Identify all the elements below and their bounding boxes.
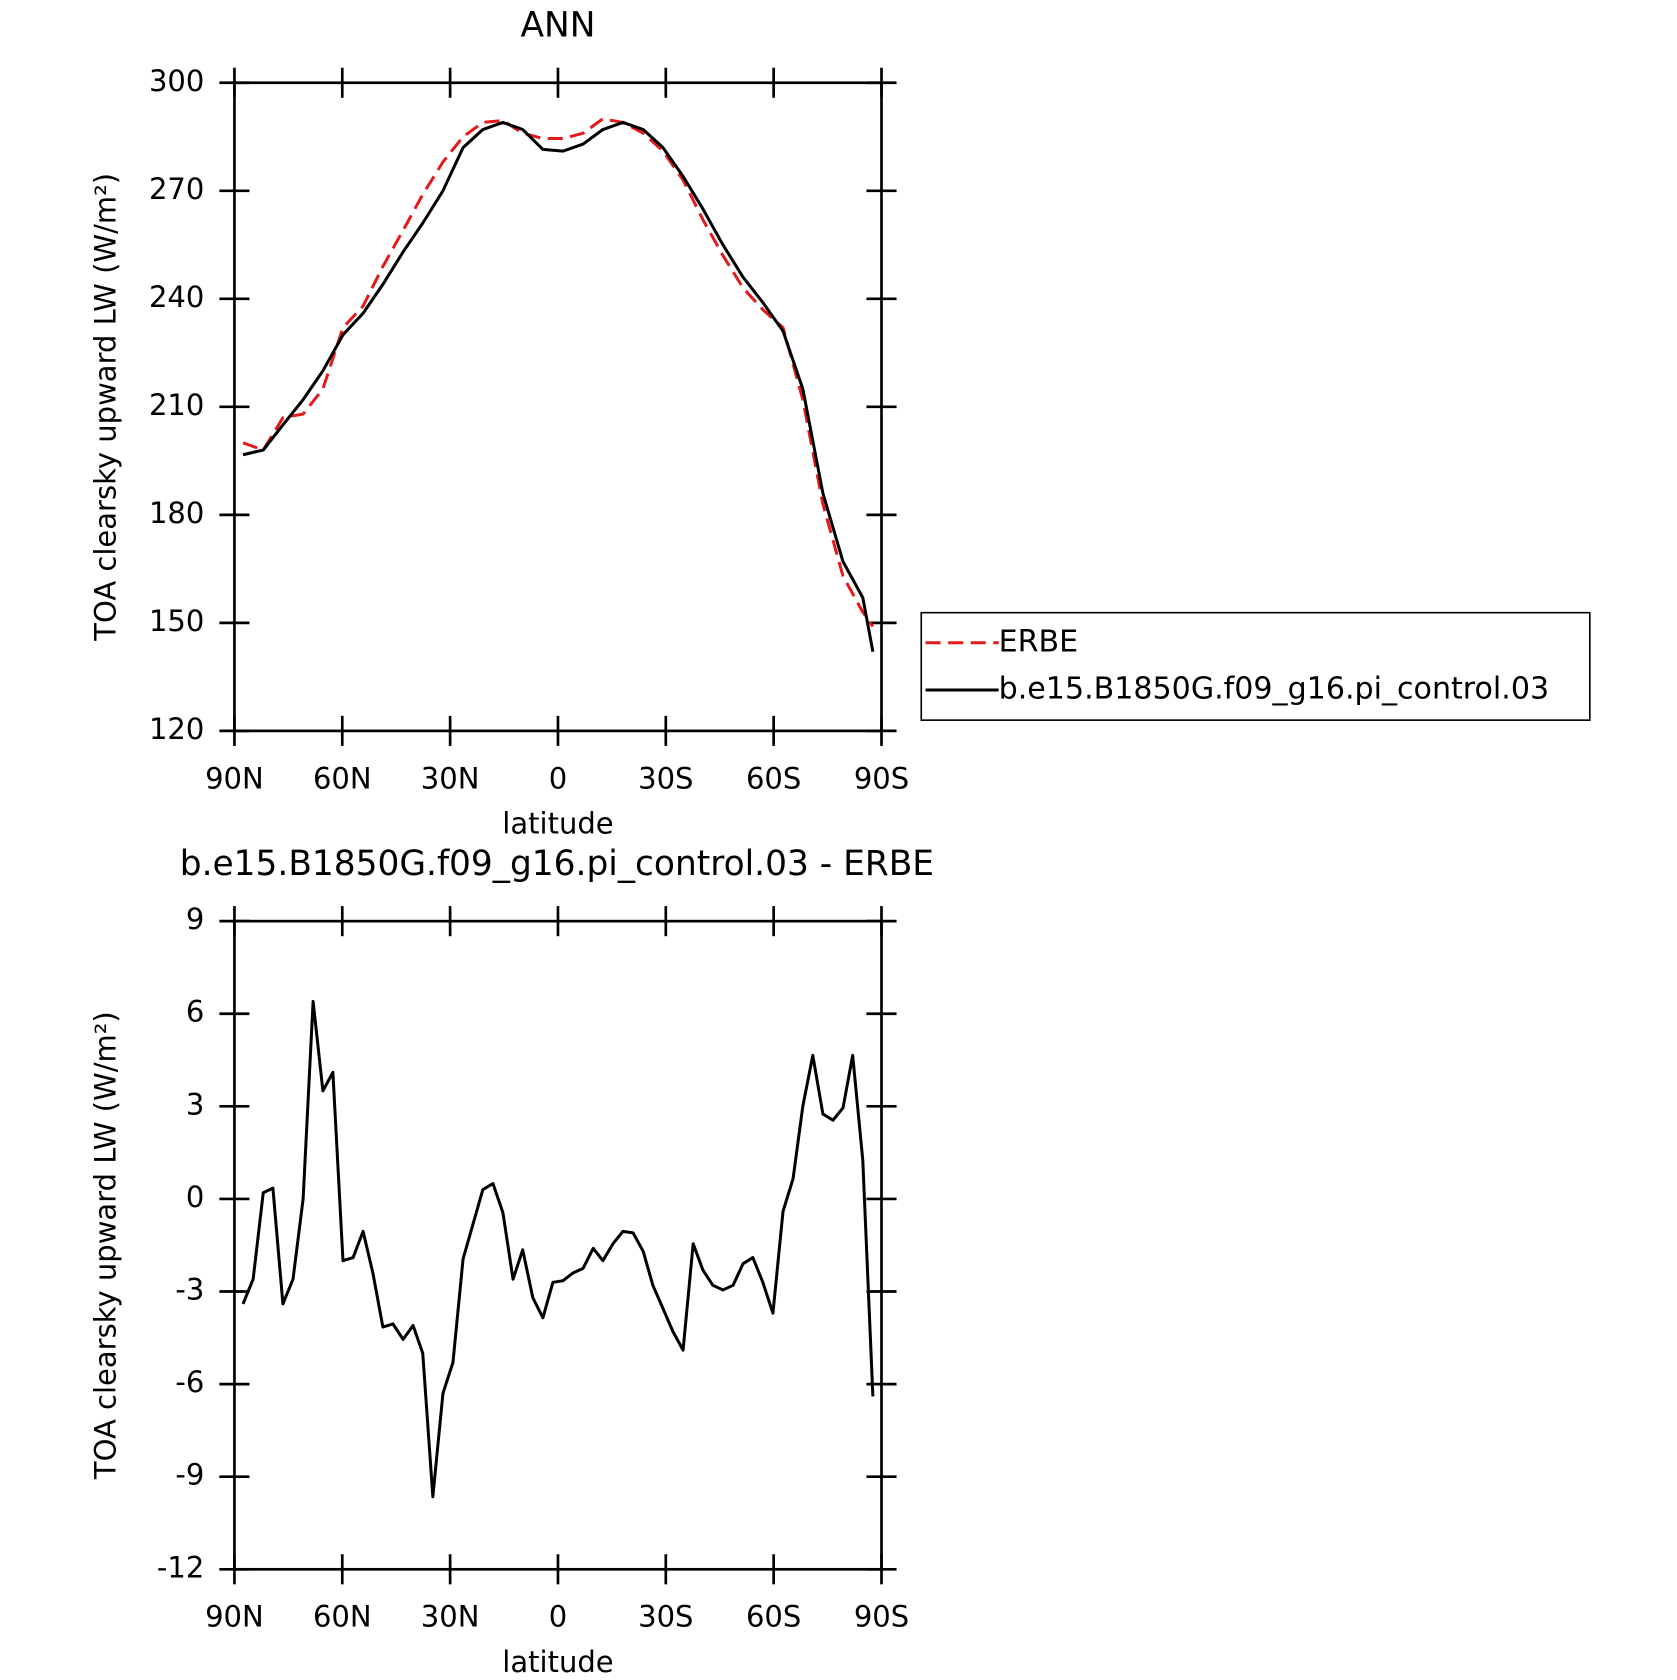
x-tick-label: 90S (854, 761, 909, 795)
legend-label: ERBE (999, 624, 1079, 659)
plot-frame (233, 81, 883, 733)
y-tick-label: 210 (149, 388, 204, 422)
y-axis-label: TOA clearsky upward LW (W/m²) (89, 173, 123, 642)
chart-title: b.e15.B1850G.f09_g16.pi_control.03 - ERB… (180, 844, 934, 884)
y-tick-label: 240 (149, 280, 204, 314)
y-tick-label: 180 (149, 496, 204, 530)
x-tick-label: 30S (638, 1600, 693, 1634)
legend-label: b.e15.B1850G.f09_g16.pi_control.03 (999, 672, 1549, 707)
x-tick-label: 30S (638, 761, 693, 795)
y-tick-label: 3 (186, 1087, 204, 1121)
y-tick-label: -6 (175, 1365, 204, 1399)
y-tick-label: -12 (157, 1550, 204, 1584)
y-tick-label: 270 (149, 172, 204, 206)
x-axis-label: latitude (502, 1645, 613, 1679)
y-tick-label: 0 (186, 1180, 204, 1214)
x-tick-label: 0 (549, 761, 567, 795)
data-line (241, 999, 875, 1499)
x-tick-label: 60N (313, 761, 372, 795)
plot-frame (233, 919, 883, 1571)
y-tick-label: 300 (149, 64, 204, 98)
data-line (242, 117, 875, 628)
y-tick-label: 9 (186, 902, 204, 936)
x-tick-label: 30N (421, 1600, 480, 1634)
y-axis-label: TOA clearsky upward LW (W/m²) (89, 1011, 123, 1480)
y-tick-label: 150 (149, 604, 204, 638)
y-tick-label: 6 (186, 995, 204, 1029)
data-line (242, 120, 875, 652)
x-tick-label: 30N (421, 761, 480, 795)
x-tick-label: 0 (549, 1600, 567, 1634)
x-tick-label: 60S (746, 761, 801, 795)
x-tick-label: 60S (746, 1600, 801, 1634)
y-tick-label: 120 (149, 712, 204, 746)
legend-box (920, 611, 1591, 721)
chart-title: ANN (520, 5, 595, 45)
x-tick-label: 90S (854, 1600, 909, 1634)
x-tick-label: 90N (205, 1600, 264, 1634)
y-tick-label: -3 (175, 1273, 204, 1307)
x-tick-label: 90N (205, 761, 264, 795)
x-axis-label: latitude (502, 806, 613, 840)
y-tick-label: -9 (175, 1458, 204, 1492)
x-tick-label: 60N (313, 1600, 372, 1634)
